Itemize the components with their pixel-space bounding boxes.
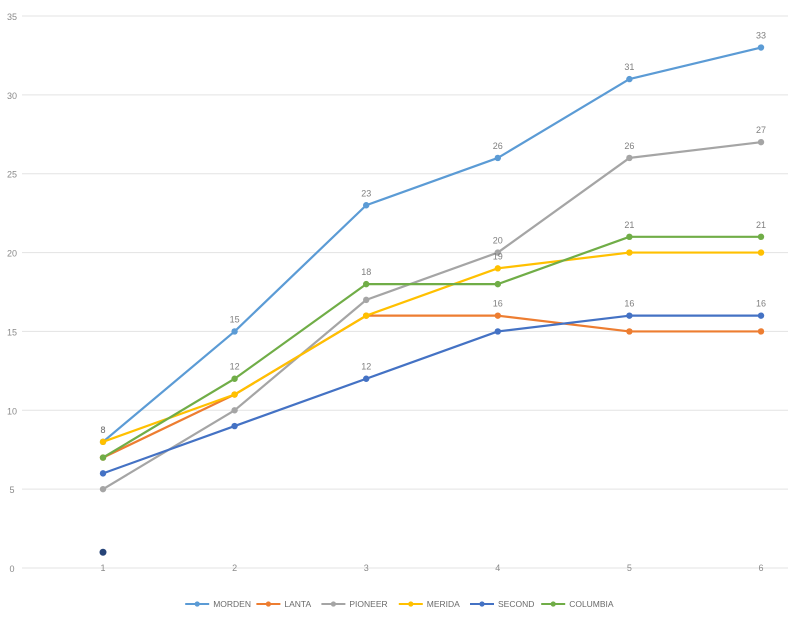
data-label: 21 <box>624 220 634 230</box>
data-point <box>363 280 370 288</box>
series-line-pioneer <box>102 141 762 491</box>
y-tick-label: 10 <box>7 406 17 416</box>
data-point <box>626 312 633 319</box>
legend-label: PIONEER <box>349 599 387 609</box>
x-axis-tick-labels: 1 2 3 4 5 6 <box>100 563 763 573</box>
data-label: 12 <box>230 362 240 372</box>
legend-label: COLUMBIA <box>569 599 614 609</box>
grid-lines <box>22 15 788 569</box>
legend-label: MORDEN <box>213 599 251 609</box>
series-line-lanta <box>102 314 761 459</box>
y-axis-tick-labels: 0 5 10 15 20 25 30 35 <box>7 12 17 574</box>
x-tick-label: 4 <box>495 563 500 573</box>
data-point <box>363 296 370 304</box>
legend: MORDEN LANTA PIONEER MERIDA SECOND COLUMBIA <box>185 599 614 609</box>
data-point <box>231 375 238 382</box>
data-point <box>757 138 765 146</box>
data-point <box>494 265 501 272</box>
y-tick-label: 15 <box>7 327 17 337</box>
data-label: 27 <box>756 125 766 135</box>
data-point <box>231 407 238 414</box>
data-point <box>757 312 765 319</box>
x-tick-label: 2 <box>232 563 237 573</box>
data-point <box>626 249 633 256</box>
data-point <box>757 44 765 51</box>
data-point <box>99 485 107 493</box>
legend-item: MORDEN <box>185 599 251 609</box>
y-tick-label: 20 <box>7 249 17 259</box>
series-line-columbia <box>102 235 761 459</box>
data-label: 15 <box>230 314 240 324</box>
data-point <box>494 280 501 288</box>
data-point <box>757 249 765 256</box>
data-label: 26 <box>493 141 503 151</box>
data-label: 23 <box>361 188 371 198</box>
data-label: 16 <box>624 299 634 309</box>
legend-swatch-marker <box>479 601 485 607</box>
data-point <box>231 422 238 430</box>
data-label: 16 <box>493 299 503 309</box>
data-point <box>494 249 501 256</box>
legend-label: LANTA <box>284 599 311 609</box>
y-tick-label: 35 <box>7 12 17 22</box>
data-label: 18 <box>361 267 371 277</box>
data-point <box>494 312 501 319</box>
series-line-merida <box>102 251 761 443</box>
data-point <box>757 328 765 335</box>
data-point <box>99 438 107 446</box>
legend-item: SECOND <box>470 599 534 609</box>
legend-item: MERIDA <box>398 599 460 609</box>
data-point <box>494 328 501 335</box>
data-label: 8 <box>100 425 105 435</box>
data-point <box>757 233 765 240</box>
data-point <box>626 154 633 162</box>
legend-swatch-marker <box>194 601 200 607</box>
series-line-morden <box>102 46 762 443</box>
series-line-second <box>102 314 761 475</box>
legend-label: SECOND <box>498 599 534 609</box>
data-point <box>363 202 370 209</box>
legend-swatch-marker <box>265 601 271 607</box>
data-point <box>363 375 370 382</box>
stray-data-point <box>99 548 107 556</box>
data-point <box>231 391 238 398</box>
legend-item: PIONEER <box>321 599 388 609</box>
data-point <box>626 75 633 83</box>
data-point <box>363 312 370 319</box>
data-label: 21 <box>756 220 766 230</box>
legend-item: COLUMBIA <box>541 599 614 609</box>
data-point <box>231 328 238 335</box>
y-tick-label: 0 <box>9 564 14 574</box>
data-label: 19 <box>493 251 503 261</box>
data-label: 26 <box>624 141 634 151</box>
data-label: 16 <box>756 299 766 309</box>
x-tick-label: 5 <box>627 563 632 573</box>
legend-item: LANTA <box>256 599 311 609</box>
legend-swatch-marker <box>550 601 556 607</box>
data-point <box>99 454 107 461</box>
data-label: 33 <box>756 31 766 41</box>
y-tick-label: 5 <box>9 485 14 495</box>
data-label: 8 <box>100 425 105 435</box>
data-point <box>626 233 633 240</box>
y-tick-label: 30 <box>7 91 17 101</box>
x-tick-label: 1 <box>100 563 105 573</box>
legend-swatch-marker <box>408 601 414 607</box>
data-label: 20 <box>493 236 503 246</box>
legend-label: MERIDA <box>427 599 460 609</box>
data-point <box>99 470 107 477</box>
x-tick-label: 6 <box>758 563 763 573</box>
data-point <box>626 328 633 335</box>
data-point <box>494 154 501 162</box>
data-label: 31 <box>624 62 634 72</box>
x-tick-label: 3 <box>364 563 369 573</box>
data-label: 12 <box>361 362 371 372</box>
legend-swatch-marker <box>330 601 336 607</box>
y-tick-label: 25 <box>7 170 17 180</box>
series-lines <box>99 44 765 556</box>
